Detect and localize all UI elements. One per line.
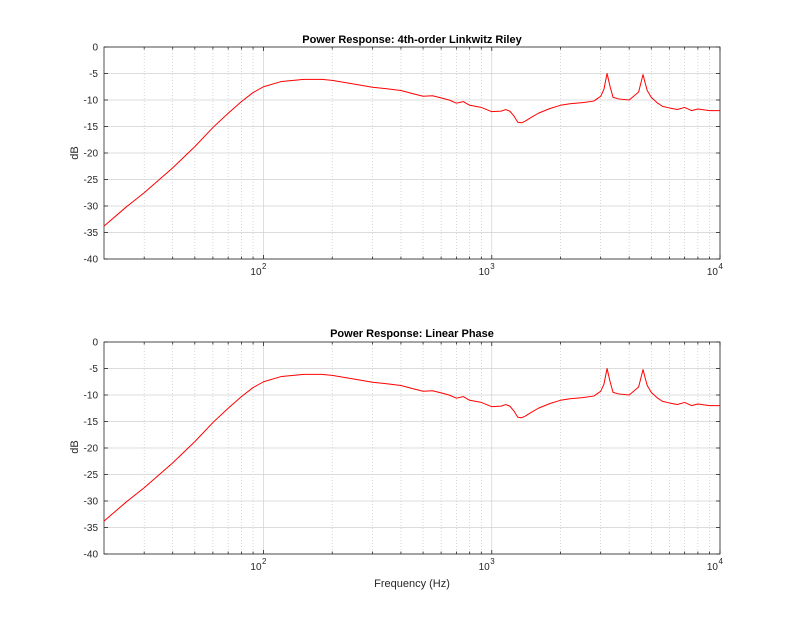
series-line — [103, 73, 720, 227]
chart-bottom: Power Response: Linear Phase dB Frequenc… — [69, 328, 724, 590]
y-tick-label: 0 — [92, 43, 98, 54]
y-tick-label: -15 — [84, 417, 99, 428]
y-tick-label: -10 — [84, 96, 99, 107]
series-line — [103, 368, 720, 522]
x-tick-label-base: 10 — [707, 562, 719, 573]
y-tick-label: -35 — [84, 523, 99, 534]
y-tick-label: -5 — [89, 69, 98, 80]
x-tick-label-exponent: 3 — [490, 557, 495, 566]
x-tick-label: 102 — [250, 557, 267, 573]
y-tick-label: -10 — [84, 391, 99, 402]
y-tick-label: -5 — [89, 364, 98, 375]
x-tick-label: 102 — [250, 262, 267, 278]
x-tick-label: 104 — [707, 557, 724, 573]
x-tick-label-base: 10 — [250, 267, 262, 278]
x-tick-label-exponent: 4 — [719, 557, 724, 566]
y-tick-label: -35 — [84, 228, 99, 239]
y-tick-label: 0 — [92, 338, 98, 349]
x-tick-label: 103 — [479, 557, 496, 573]
y-tick-label: -40 — [84, 550, 99, 561]
x-tick-label-exponent: 2 — [262, 557, 267, 566]
x-axis-label: Frequency (Hz) — [374, 578, 450, 590]
x-tick-label-base: 10 — [479, 267, 491, 278]
y-tick-label: -25 — [84, 470, 99, 481]
y-tick-label: -20 — [84, 444, 99, 455]
y-tick-label: -30 — [84, 202, 99, 213]
y-tick-label: -15 — [84, 122, 99, 133]
x-tick-label-exponent: 3 — [490, 262, 495, 271]
x-tick-label-exponent: 2 — [262, 262, 267, 271]
chart-title: Power Response: Linear Phase — [330, 328, 494, 340]
y-tick-label: -25 — [84, 175, 99, 186]
x-tick-label: 103 — [479, 262, 496, 278]
x-tick-label-base: 10 — [250, 562, 262, 573]
y-axis-label: dB — [69, 146, 81, 159]
chart-top: Power Response: 4th-order Linkwitz Riley… — [69, 34, 724, 278]
chart-title: Power Response: 4th-order Linkwitz Riley — [302, 34, 522, 46]
x-tick-label-exponent: 4 — [719, 262, 724, 271]
y-tick-label: -40 — [84, 255, 99, 266]
y-tick-label: -30 — [84, 497, 99, 508]
y-tick-label: -20 — [84, 149, 99, 160]
y-axis-label: dB — [69, 440, 81, 453]
x-tick-label-base: 10 — [707, 267, 719, 278]
x-tick-label: 104 — [707, 262, 724, 278]
x-tick-label-base: 10 — [479, 562, 491, 573]
